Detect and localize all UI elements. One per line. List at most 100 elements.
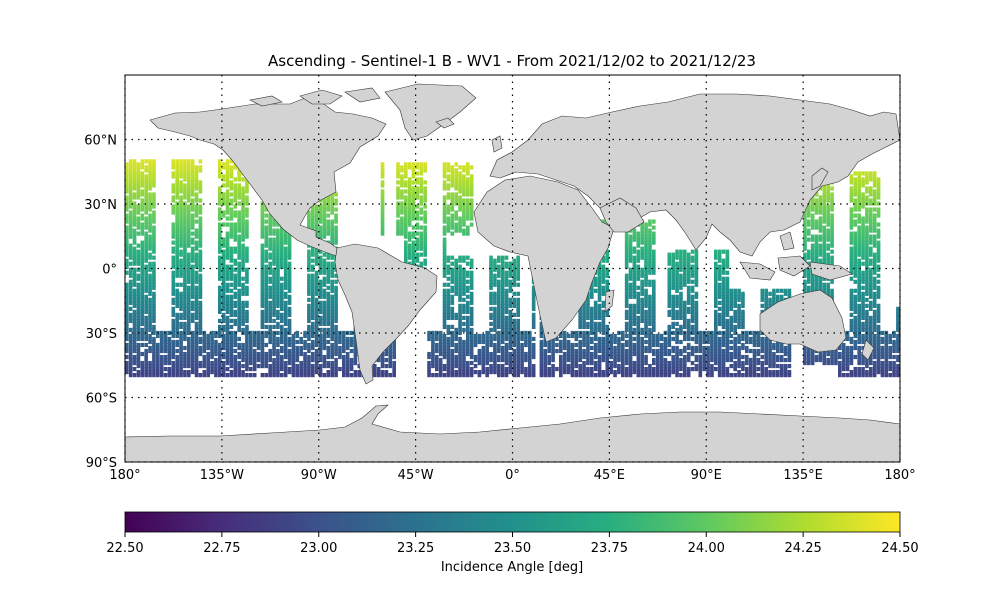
- data-cell: [442, 333, 447, 339]
- data-cell: [861, 306, 865, 311]
- data-cell: [586, 324, 590, 330]
- data-cell: [644, 252, 648, 257]
- data-cell: [752, 330, 757, 336]
- data-cell: [187, 285, 191, 290]
- data-cell: [686, 333, 691, 339]
- data-cell: [524, 330, 528, 336]
- data-cell: [737, 351, 741, 357]
- data-cell: [683, 366, 687, 372]
- data-cell: [249, 333, 253, 339]
- data-cell: [690, 315, 695, 320]
- data-cell: [229, 351, 234, 357]
- data-cell: [144, 327, 148, 333]
- data-cell: [225, 357, 230, 363]
- data-cell: [252, 339, 257, 345]
- data-cell: [504, 342, 509, 348]
- data-cell: [280, 354, 284, 360]
- data-cell: [872, 255, 877, 260]
- data-cell: [314, 351, 319, 357]
- data-cell: [268, 252, 272, 257]
- data-cell: [229, 324, 234, 330]
- data-cell: [136, 360, 141, 366]
- data-cell: [659, 363, 664, 369]
- data-cell: [768, 363, 772, 369]
- data-cell: [655, 354, 660, 360]
- data-cell: [291, 360, 296, 366]
- data-cell: [264, 306, 269, 311]
- data-cell: [644, 300, 648, 305]
- data-cell: [442, 306, 447, 311]
- data-cell: [485, 357, 489, 363]
- data-cell: [500, 300, 505, 305]
- data-cell: [636, 372, 641, 378]
- data-cell: [144, 354, 148, 360]
- data-cell: [198, 285, 203, 290]
- data-cell: [586, 342, 590, 348]
- data-cell: [202, 360, 207, 366]
- data-cell: [458, 336, 462, 342]
- data-cell: [210, 345, 214, 351]
- data-cell: [218, 294, 222, 299]
- data-cell: [838, 369, 842, 375]
- data-cell: [667, 312, 672, 317]
- data-cell: [171, 264, 176, 269]
- data-cell: [876, 306, 881, 311]
- data-cell: [345, 342, 350, 348]
- data-cell: [392, 366, 396, 372]
- data-cell: [838, 372, 842, 378]
- data-cell: [853, 288, 858, 293]
- data-cell: [679, 360, 683, 366]
- data-cell: [190, 282, 195, 287]
- data-cell: [574, 363, 579, 369]
- data-cell: [214, 333, 218, 339]
- data-cell: [280, 339, 284, 345]
- data-cell: [132, 333, 137, 339]
- data-cell: [624, 321, 629, 327]
- data-cell: [477, 369, 482, 375]
- data-cell: [659, 348, 664, 354]
- data-cell: [183, 252, 187, 257]
- data-cell: [404, 255, 408, 260]
- data-cell: [249, 339, 253, 345]
- data-cell: [690, 279, 695, 284]
- data-cell: [497, 336, 501, 342]
- data-cell: [865, 318, 869, 324]
- data-cell: [698, 339, 703, 345]
- data-cell: [144, 363, 148, 369]
- data-cell: [450, 357, 455, 363]
- data-cell: [144, 369, 148, 375]
- data-cell: [156, 333, 160, 339]
- data-cell: [853, 294, 858, 299]
- data-cell: [268, 318, 272, 324]
- data-cell: [291, 342, 296, 348]
- data-cell: [508, 321, 513, 327]
- data-cell: [311, 276, 315, 281]
- data-cell: [772, 351, 776, 357]
- data-cell: [156, 369, 160, 375]
- data-cell: [345, 366, 350, 372]
- data-cell: [741, 345, 745, 351]
- data-cell: [183, 255, 187, 260]
- data-cell: [675, 252, 679, 257]
- data-cell: [853, 270, 858, 275]
- data-cell: [237, 336, 241, 342]
- data-cell: [435, 330, 439, 336]
- data-cell: [272, 255, 276, 260]
- data-cell: [876, 324, 881, 330]
- data-cell: [648, 348, 652, 354]
- data-cell: [307, 267, 311, 272]
- data-cell: [326, 252, 331, 257]
- data-cell: [221, 264, 226, 269]
- data-cell: [814, 285, 819, 290]
- data-cell: [690, 264, 695, 269]
- data-cell: [493, 276, 497, 281]
- data-cell: [218, 327, 222, 333]
- data-cell: [745, 333, 749, 339]
- data-cell: [504, 309, 509, 314]
- data-cell: [322, 336, 327, 342]
- data-cell: [663, 366, 668, 372]
- data-cell: [841, 351, 846, 357]
- data-cell: [214, 339, 218, 345]
- data-cell: [194, 342, 199, 348]
- data-cell: [601, 288, 606, 293]
